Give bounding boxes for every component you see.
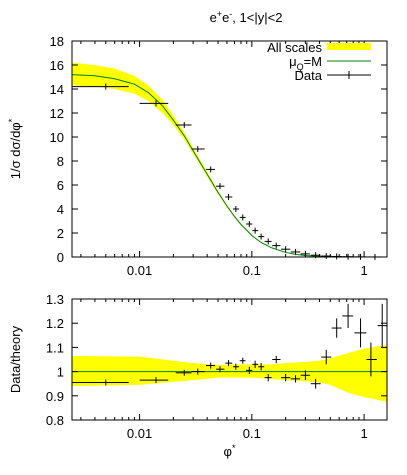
ratio-point (310, 378, 321, 389)
data-point (216, 183, 225, 190)
y-tick-label: 14 (50, 82, 64, 97)
chart-title: e+e-, 1<|y|<2 (210, 9, 283, 25)
top-band-area (72, 62, 387, 257)
x-axis-label: φ* (224, 443, 236, 459)
theory-line (71, 74, 388, 258)
legend: All scales μQ=M Data (267, 40, 371, 83)
top-theory-curve (71, 74, 388, 258)
x-tick-label: 1 (360, 263, 367, 278)
ratio-point (72, 379, 129, 386)
top-plot-frame (71, 40, 388, 258)
x-tick-label: 1 (360, 426, 367, 441)
x-tick-label: 0.1 (243, 263, 261, 278)
data-point (258, 233, 265, 240)
data-point (246, 221, 253, 227)
top-y-axis-label: 1/σ dσ/dφ* (7, 118, 23, 179)
bottom-axis-ticks: 0.8 0.9 1 1.1 1.2 1.3 0.01 0.1 1 (46, 292, 387, 441)
data-point (191, 146, 205, 152)
ratio-point (321, 349, 332, 365)
bottom-scale-band (72, 344, 387, 402)
ratio-point (233, 363, 240, 370)
ratio-point (252, 360, 259, 368)
y-tick-label: 1.3 (46, 292, 64, 307)
bottom-panel: 0.8 0.9 1 1.1 1.2 1.3 0.01 0.1 1 Data/theory φ* (8, 292, 388, 459)
ratio-point (205, 362, 216, 369)
ratio-point (354, 318, 367, 348)
y-tick-label: 1 (57, 365, 64, 380)
y-tick-label: 6 (57, 178, 64, 193)
ratio-point (331, 318, 342, 338)
legend-label-all-scales: All scales (267, 40, 322, 55)
ratio-point (225, 360, 233, 367)
data-point (72, 83, 129, 90)
legend-label-data: Data (295, 68, 323, 83)
legend-label-muq: μQ=M (289, 54, 322, 72)
ratio-point (246, 366, 253, 375)
x-tick-label: 0.1 (243, 426, 261, 441)
ratio-point (281, 374, 291, 382)
ratio-point (272, 355, 281, 364)
x-tick-label: 0.01 (127, 426, 152, 441)
y-tick-label: 2 (57, 226, 64, 241)
legend-swatch-all-scales (327, 43, 371, 50)
y-tick-label: 0.8 (46, 413, 64, 428)
ratio-point (342, 303, 354, 329)
top-scale-band (72, 62, 387, 257)
data-point (139, 100, 169, 107)
legend-swatch-data (327, 71, 371, 79)
y-tick-label: 16 (50, 58, 64, 73)
top-panel: 0 2 4 6 8 10 12 14 16 18 0.01 0.1 1 All scales μQ=M … (7, 34, 388, 278)
y-tick-label: 10 (50, 130, 64, 145)
data-point (252, 227, 259, 234)
ratio-point (290, 375, 301, 383)
ratio-point (239, 357, 246, 364)
ratio-point (258, 363, 265, 371)
ratio-point (191, 368, 205, 375)
y-tick-label: 1.2 (46, 316, 64, 331)
ratio-point (264, 374, 272, 382)
x-tick-label: 0.01 (127, 263, 152, 278)
data-point (321, 253, 332, 260)
ratio-point (175, 369, 192, 376)
data-point (233, 206, 240, 212)
ratio-point (377, 303, 387, 348)
bottom-band-area (72, 344, 387, 402)
y-tick-label: 8 (57, 154, 64, 169)
ratio-point (366, 342, 377, 377)
top-data-points (72, 83, 383, 260)
y-tick-label: 18 (50, 34, 64, 49)
data-point (331, 253, 342, 260)
y-tick-label: 0 (57, 250, 64, 265)
data-point (281, 246, 291, 253)
ratio-point (216, 366, 225, 373)
ratio-point (300, 370, 311, 381)
data-point (205, 166, 216, 173)
y-tick-label: 1.1 (46, 340, 64, 355)
bottom-plot-frame (71, 298, 388, 421)
data-point (225, 194, 233, 200)
bottom-ratio-points (72, 303, 387, 389)
y-tick-label: 12 (50, 106, 64, 121)
data-point (239, 214, 246, 221)
y-tick-label: 4 (57, 202, 64, 217)
data-point (175, 122, 192, 128)
data-point (272, 242, 281, 249)
bottom-y-axis-label: Data/theory (8, 325, 23, 393)
data-point (290, 248, 301, 255)
ratio-point (139, 377, 169, 384)
data-point (264, 238, 272, 245)
y-tick-label: 0.9 (46, 389, 64, 404)
